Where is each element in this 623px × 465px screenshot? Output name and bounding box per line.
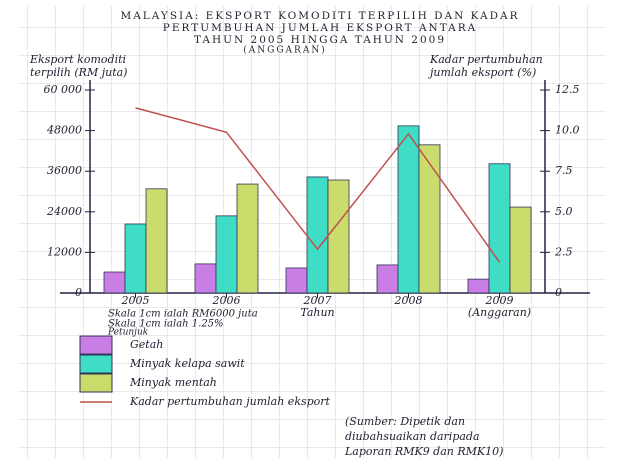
y-tick-label: 0 [75, 286, 82, 299]
scale-note: Skala 1cm ialah RM6000 juta [108, 309, 258, 320]
bar [467, 278, 490, 294]
legend-swatch [79, 354, 113, 374]
legend-swatch [79, 335, 113, 355]
bar [236, 183, 259, 294]
legend-label: Minyak mentah [129, 376, 217, 389]
x-tick-label: 2006 [212, 294, 241, 307]
y2-axis-label: jumlah eksport (%) [427, 66, 536, 79]
x-tick-label: 2005 [121, 294, 150, 307]
y2-tick-label: 12.5 [555, 83, 580, 96]
chart-title: MALAYSIA: EKSPORT KOMODITI TERPILIH DAN … [120, 10, 519, 22]
bar [215, 215, 238, 294]
bar [194, 263, 217, 294]
scale-note: Skala 1cm ialah 1.25% [108, 319, 224, 330]
chart-title: PERTUMBUHAN JUMLAH EKSPORT ANTARA [163, 22, 477, 34]
y-tick-label: 24000 [46, 205, 82, 218]
bar [306, 176, 329, 294]
legend-title: Petunjuk [107, 328, 148, 338]
x-tick-label: 2007 [303, 294, 332, 307]
x-tick-label: 2008 [394, 294, 423, 307]
legend-label: Minyak kelapa sawit [129, 357, 245, 370]
bar [397, 125, 420, 294]
y2-tick-label: 0 [555, 286, 562, 299]
chart-subtitle: (ANGGARAN) [243, 45, 326, 56]
y-axis-label: Eksport komoditi [29, 53, 126, 66]
y2-tick-label: 2.5 [554, 245, 573, 258]
y-tick-label: 60 000 [44, 83, 83, 96]
y-tick-label: 48000 [46, 124, 82, 137]
bar [103, 271, 126, 294]
source: Laporan RMK9 dan RMK10) [344, 445, 503, 458]
legend-label: Kadar pertumbuhan jumlah eksport [129, 395, 331, 408]
y2-tick-label: 7.5 [555, 164, 573, 177]
y-tick-label: 12000 [47, 245, 82, 258]
annotation: (Anggaran) [468, 306, 531, 319]
bar [376, 264, 399, 294]
chart-title: TAHUN 2005 HINGGA TAHUN 2009 [194, 34, 446, 46]
legend-label: Getah [130, 338, 163, 351]
bar [488, 163, 511, 294]
bar [285, 267, 308, 294]
bar [509, 206, 532, 294]
bar [418, 144, 441, 294]
source: diubahsuaikan daripada [345, 430, 480, 443]
y2-tick-label: 10.0 [555, 124, 580, 137]
x-axis-label: Tahun [300, 306, 334, 319]
y2-tick-label: 5.0 [555, 205, 573, 218]
source: (Sumber: Dipetik dan [345, 415, 465, 428]
line [135, 107, 501, 263]
bar [124, 223, 147, 294]
y-axis-label: terpilih (RM juta) [30, 66, 127, 79]
y-tick-label: 36000 [47, 164, 82, 177]
y2-axis-label: Kadar pertumbuhan [429, 53, 543, 66]
bar [145, 188, 168, 294]
x-tick-label: 2009 [485, 294, 514, 307]
legend-swatch [79, 373, 113, 393]
bar [327, 179, 350, 294]
